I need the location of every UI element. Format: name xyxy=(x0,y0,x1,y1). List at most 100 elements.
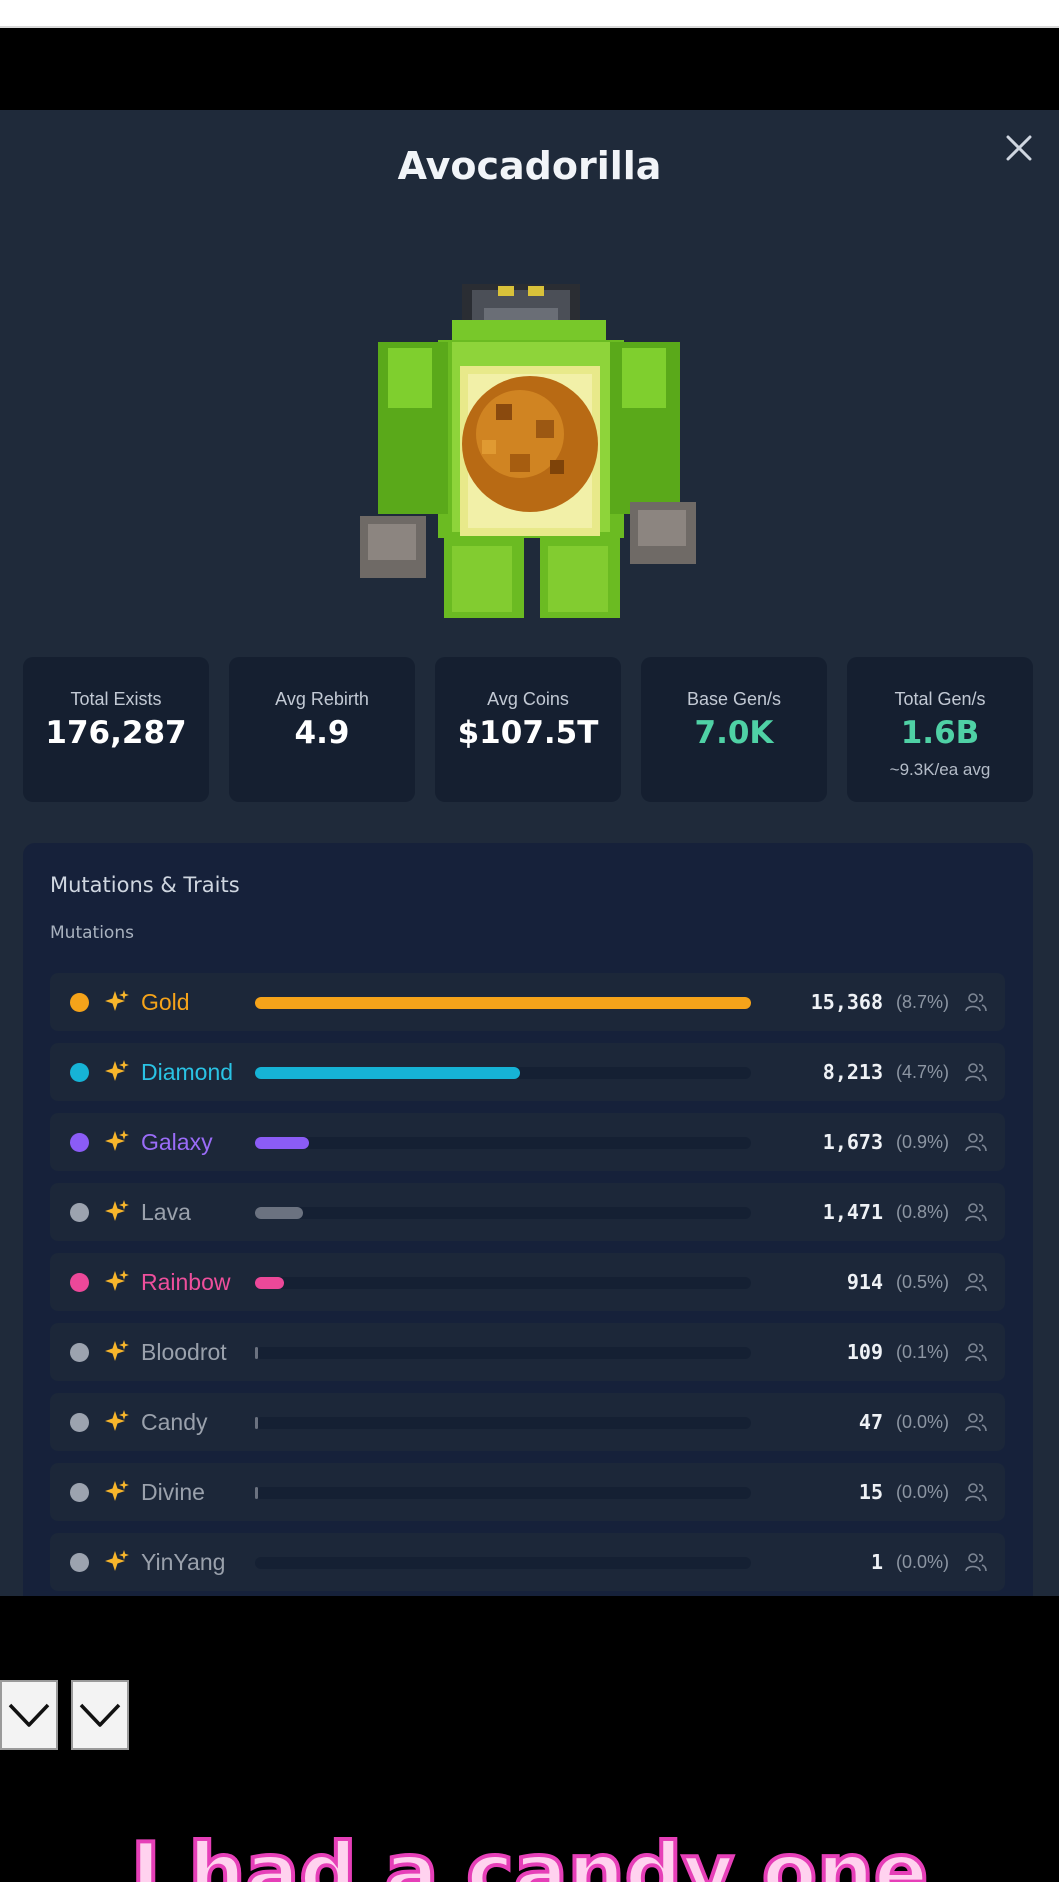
sparkle-icon xyxy=(105,1480,129,1501)
mutation-row[interactable]: Rainbow 914 (0.5%) xyxy=(50,1253,1005,1311)
panel-title: Mutations & Traits xyxy=(50,873,240,897)
mutation-color-dot xyxy=(70,1343,89,1362)
mutation-bar-fill xyxy=(255,1347,259,1359)
mutation-name: Candy xyxy=(141,1409,208,1435)
mutation-bar-track xyxy=(255,1487,751,1499)
mutation-name: Lava xyxy=(141,1199,191,1225)
modal-title: Avocadorilla xyxy=(397,144,662,188)
mutation-name: Gold xyxy=(141,989,190,1015)
people-icon[interactable] xyxy=(964,1410,988,1434)
mutation-percent: (0.5%) xyxy=(896,1272,950,1292)
mutation-color-dot xyxy=(70,1133,89,1152)
people-icon[interactable] xyxy=(964,990,988,1014)
mutation-row[interactable]: Lava 1,471 (0.8%) xyxy=(50,1183,1005,1241)
mutation-bar-fill xyxy=(255,1067,520,1079)
sparkle-icon xyxy=(105,1270,129,1291)
people-icon[interactable] xyxy=(964,1200,988,1224)
video-caption: I had a candy one xyxy=(129,1824,930,1882)
stat-base-gen: Base Gen/s 7.0K xyxy=(641,657,827,802)
stat-value: 4.9 xyxy=(294,715,350,751)
dropdown-button[interactable] xyxy=(71,1680,129,1750)
close-button[interactable] xyxy=(995,124,1043,172)
stat-subtext: ~9.3K/ea avg xyxy=(889,760,991,779)
mutation-bar-fill xyxy=(255,1207,303,1219)
mutation-percent: (0.8%) xyxy=(896,1202,950,1222)
mutation-bar-fill xyxy=(255,1277,285,1289)
stat-label: Avg Rebirth xyxy=(275,689,369,709)
mutation-bar-track xyxy=(255,1347,751,1359)
people-icon[interactable] xyxy=(964,1340,988,1364)
top-letterbox xyxy=(0,28,1059,110)
chevron-down-icon xyxy=(79,1703,121,1727)
mutation-percent: (0.1%) xyxy=(896,1342,950,1362)
people-icon[interactable] xyxy=(964,1060,988,1084)
mutation-bar-track xyxy=(255,1277,751,1289)
mutation-bar-track xyxy=(255,1067,751,1079)
pet-detail-modal: Avocadorilla xyxy=(0,110,1059,1596)
mutation-color-dot xyxy=(70,1273,89,1292)
stat-value: 1.6B xyxy=(900,715,980,751)
mutation-count: 914 xyxy=(846,1270,883,1294)
close-icon xyxy=(1006,135,1032,161)
sparkle-icon xyxy=(105,1410,129,1431)
mutation-color-dot xyxy=(70,993,89,1012)
mutation-count: 47 xyxy=(858,1410,883,1434)
mutation-row[interactable]: Divine 15 (0.0%) xyxy=(50,1463,1005,1521)
character-image xyxy=(360,284,696,618)
sparkle-icon xyxy=(105,1200,129,1221)
sparkle-icon xyxy=(105,1130,129,1151)
stat-value: 176,287 xyxy=(45,715,187,751)
section-label: Mutations xyxy=(50,923,134,943)
mutation-percent: (4.7%) xyxy=(896,1062,950,1082)
mutation-color-dot xyxy=(70,1063,89,1082)
sparkle-icon xyxy=(105,1340,129,1361)
mutation-color-dot xyxy=(70,1483,89,1502)
people-icon[interactable] xyxy=(964,1270,988,1294)
mutation-percent: (0.0%) xyxy=(896,1412,950,1432)
stat-total-gen: Total Gen/s 1.6B ~9.3K/ea avg xyxy=(847,657,1033,802)
people-icon[interactable] xyxy=(964,1130,988,1154)
mutation-bar-track xyxy=(255,1207,751,1219)
mutation-row[interactable]: Bloodrot 109 (0.1%) xyxy=(50,1323,1005,1381)
mutation-count: 15 xyxy=(858,1480,883,1504)
stat-label: Total Exists xyxy=(70,689,162,709)
sparkle-icon xyxy=(105,1060,129,1081)
mutation-color-dot xyxy=(70,1553,89,1572)
mutation-bar-fill xyxy=(255,1487,258,1499)
mutation-bar-fill xyxy=(255,1137,310,1149)
people-icon[interactable] xyxy=(964,1480,988,1504)
mutation-bar-track xyxy=(255,1557,751,1569)
mutation-bar-fill xyxy=(255,1417,258,1429)
mutation-count: 8,213 xyxy=(822,1060,883,1084)
stat-avg-coins: Avg Coins $107.5T xyxy=(435,657,621,802)
mutation-row[interactable]: Gold 15,368 (8.7%) xyxy=(50,973,1005,1031)
mutation-percent: (0.0%) xyxy=(896,1482,950,1502)
mutation-color-dot xyxy=(70,1413,89,1432)
mutation-bar-track xyxy=(255,1417,751,1429)
mutation-name: Rainbow xyxy=(141,1269,231,1295)
stat-total-exists: Total Exists 176,287 xyxy=(23,657,209,802)
mutation-row[interactable]: Galaxy 1,673 (0.9%) xyxy=(50,1113,1005,1171)
chevron-down-icon xyxy=(8,1703,50,1727)
stat-value: 7.0K xyxy=(694,715,774,751)
mutation-row[interactable]: Diamond 8,213 (4.7%) xyxy=(50,1043,1005,1101)
bottom-letterbox xyxy=(0,1596,1059,1882)
mutation-row[interactable]: YinYang 1 (0.0%) xyxy=(50,1533,1005,1591)
mutation-count: 1,471 xyxy=(822,1200,883,1224)
stat-label: Avg Coins xyxy=(487,689,569,709)
stat-label: Base Gen/s xyxy=(686,689,782,709)
mutation-bar-track xyxy=(255,997,751,1009)
mutation-row[interactable]: Candy 47 (0.0%) xyxy=(50,1393,1005,1451)
mutation-bar-fill xyxy=(255,997,751,1009)
stat-label: Total Gen/s xyxy=(894,689,986,709)
people-icon[interactable] xyxy=(964,1550,988,1574)
mutation-name: Diamond xyxy=(141,1059,234,1085)
mutation-count: 1 xyxy=(870,1550,883,1574)
stat-avg-rebirth: Avg Rebirth 4.9 xyxy=(229,657,415,802)
mutation-percent: (0.0%) xyxy=(896,1552,950,1572)
sparkle-icon xyxy=(105,990,129,1011)
mutation-count: 1,673 xyxy=(822,1130,883,1154)
mutation-name: YinYang xyxy=(141,1549,226,1575)
mutation-bar-track xyxy=(255,1137,751,1149)
dropdown-button[interactable] xyxy=(0,1680,58,1750)
